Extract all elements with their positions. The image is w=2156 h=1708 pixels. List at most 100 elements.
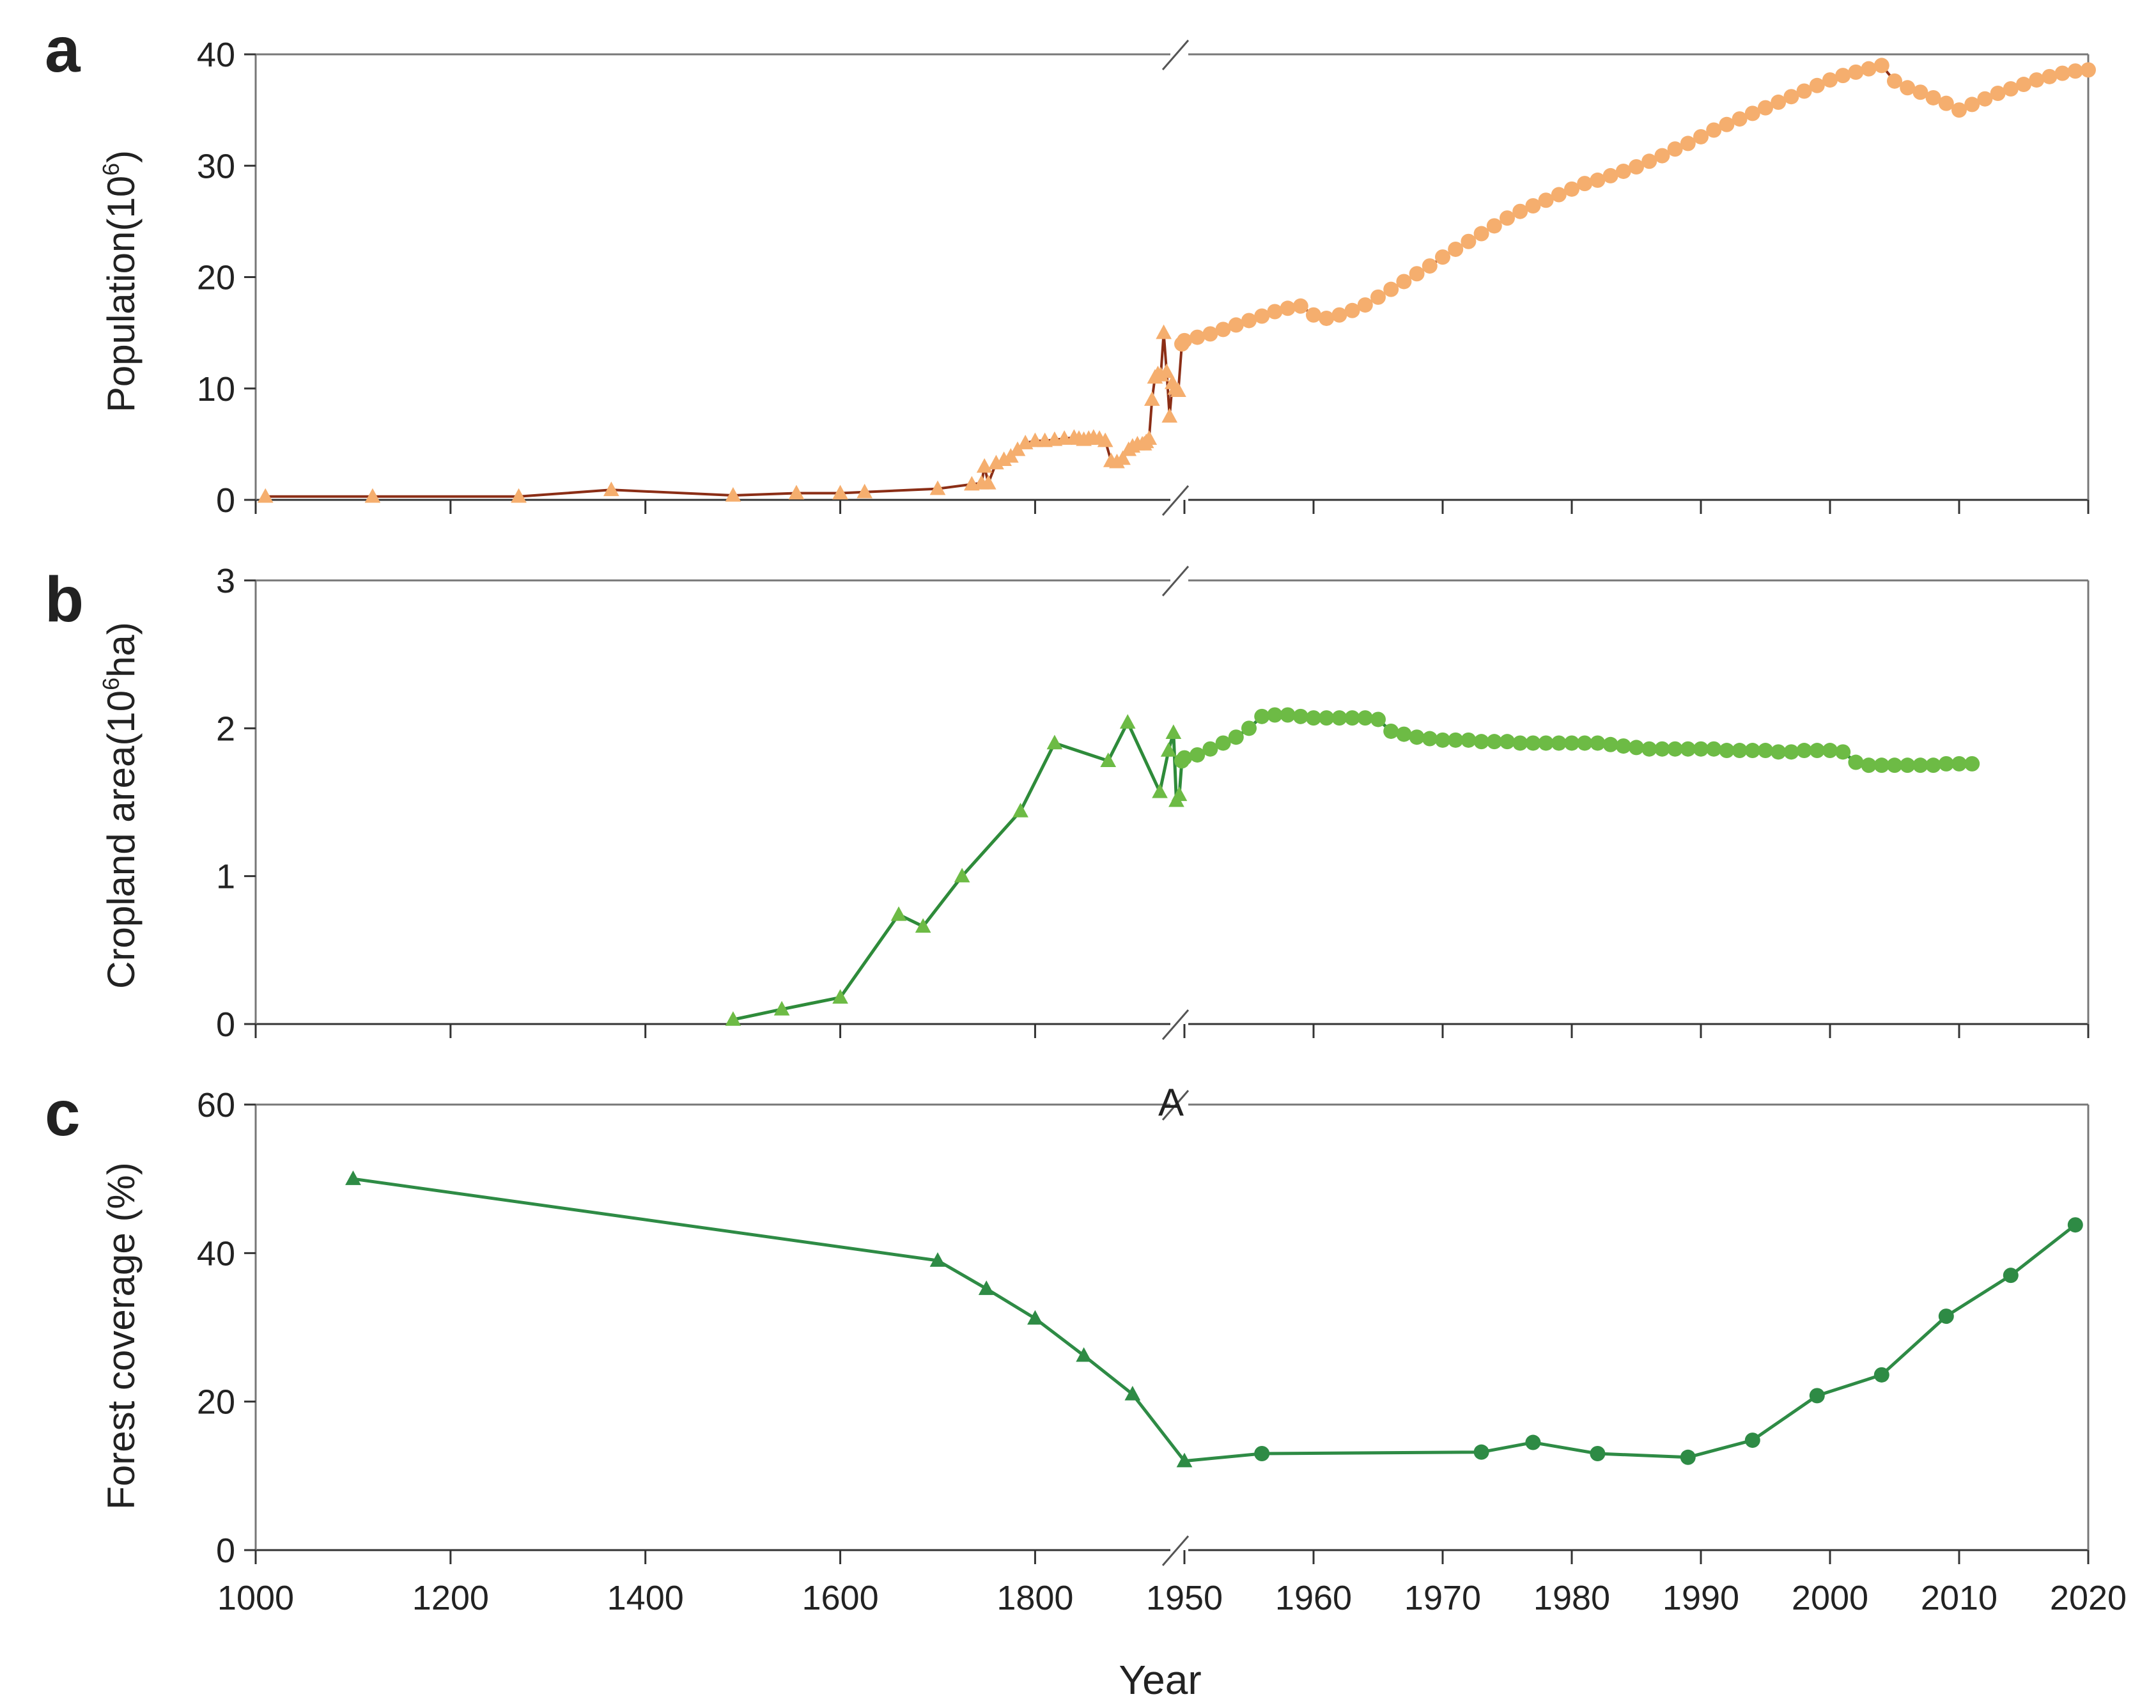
triangle-point: [929, 480, 946, 495]
circle-point: [1654, 741, 1670, 757]
circle-point: [1177, 750, 1192, 766]
circle-point: [1951, 102, 1967, 118]
triangle-point: [1171, 786, 1188, 802]
circle-point: [1473, 226, 1489, 242]
circle-point: [1964, 756, 1980, 772]
circle-point: [1486, 218, 1502, 234]
circle-point: [1306, 307, 1321, 323]
circle-point: [1525, 735, 1541, 751]
y-tick-label: 2: [216, 710, 235, 748]
circle-point: [1771, 94, 1787, 110]
circle-point: [1370, 289, 1386, 305]
triangle-point: [257, 488, 274, 503]
circle-point: [1861, 61, 1877, 77]
panel-c-ylabel: Forest coverage (%): [100, 1162, 143, 1510]
circle-point: [1602, 736, 1618, 752]
triangle-point: [954, 867, 970, 883]
panel-b-lines: [733, 713, 1973, 1021]
y-tick-label: 60: [197, 1086, 235, 1124]
circle-point: [1590, 172, 1606, 188]
circle-point: [1344, 302, 1360, 318]
panel-a-yticks: 0 10 20 30 40: [197, 36, 256, 520]
circle-point: [1473, 734, 1489, 750]
axis-break-slash: [1161, 40, 1190, 70]
panel-a-letter: a: [45, 14, 81, 86]
triangle-point: [1097, 432, 1113, 447]
x-tick-label: 1960: [1275, 1579, 1352, 1617]
circle-point: [1732, 743, 1748, 759]
triangle-point: [511, 488, 527, 503]
circle-point: [1744, 105, 1760, 121]
triangle-point: [1144, 391, 1160, 406]
circle-point: [1758, 100, 1773, 116]
panel-c-lines: [353, 1177, 2077, 1463]
circle-point: [1680, 136, 1696, 151]
circle-point: [2003, 1268, 2019, 1284]
circle-point: [1370, 711, 1386, 727]
y-tick-label: 3: [216, 562, 235, 600]
x-tick-label: 1200: [412, 1579, 489, 1617]
circle-point: [1873, 1367, 1889, 1383]
triangle-point: [1012, 802, 1028, 818]
triangle-point: [1176, 1452, 1193, 1468]
circle-point: [1977, 91, 1993, 107]
circle-point: [1525, 1434, 1541, 1450]
circle-point: [1693, 741, 1709, 757]
circle-point: [1215, 735, 1231, 751]
circle-point: [1706, 122, 1722, 138]
triangle-point: [1009, 441, 1026, 456]
x-axis-title: Year: [1119, 1657, 1201, 1703]
circle-point: [1835, 68, 1851, 84]
circle-point: [2054, 65, 2070, 81]
circle-point: [1873, 58, 1889, 74]
circle-point: [1409, 266, 1425, 282]
circle-point: [1422, 731, 1438, 747]
circle-point: [1809, 1388, 1825, 1404]
triangle-point: [857, 483, 873, 499]
axis-break-slash: [1161, 1535, 1190, 1566]
circle-point: [1629, 740, 1644, 756]
series-line: [265, 64, 2089, 498]
circle-point: [2003, 81, 2019, 97]
triangle-point: [1160, 742, 1177, 757]
panel-b-axes: [254, 566, 2090, 1040]
circle-point: [1900, 80, 1916, 96]
triangle-point: [832, 989, 848, 1004]
triangle-point: [890, 906, 907, 921]
circle-point: [1267, 707, 1283, 723]
y-tick-label: 20: [197, 1383, 235, 1422]
circle-point: [1641, 741, 1657, 757]
y-tick-label: 20: [197, 259, 235, 297]
panel-c-markers: [345, 1170, 2083, 1468]
x-tick-label: 2020: [2050, 1579, 2127, 1617]
triangle-point: [1124, 1386, 1141, 1401]
stray-mark: A: [1158, 1081, 1184, 1124]
triangle-point: [929, 1252, 946, 1267]
circle-point: [1202, 741, 1218, 757]
axis-break-slash: [1161, 485, 1190, 516]
circle-point: [1783, 744, 1799, 760]
y-tick-label: 0: [216, 1005, 235, 1044]
panel-a-markers: [257, 58, 2096, 503]
panel-c: c Forest coverage (%) 0 20 40 60 A: [45, 1078, 2090, 1570]
circle-point: [1357, 710, 1373, 726]
axis-break-slash: [1161, 1090, 1190, 1121]
circle-point: [1228, 729, 1244, 745]
x-tick-label: 1970: [1404, 1579, 1481, 1617]
triangle-point: [345, 1170, 361, 1185]
x-tick-label: 1990: [1663, 1579, 1739, 1617]
triangle-point: [1076, 1347, 1092, 1362]
circle-point: [1254, 1445, 1270, 1461]
circle-point: [1796, 83, 1812, 99]
circle-point: [1551, 187, 1567, 203]
circle-point: [1822, 72, 1838, 88]
circle-point: [1693, 128, 1709, 144]
circle-point: [1538, 192, 1554, 208]
y-tick-label: 30: [197, 147, 235, 185]
circle-point: [1331, 307, 1347, 323]
circle-point: [1771, 744, 1787, 760]
circle-point: [1190, 329, 1206, 345]
circle-point: [1938, 756, 1954, 772]
panel-b-ylabel: Cropland area(106ha): [98, 622, 143, 989]
